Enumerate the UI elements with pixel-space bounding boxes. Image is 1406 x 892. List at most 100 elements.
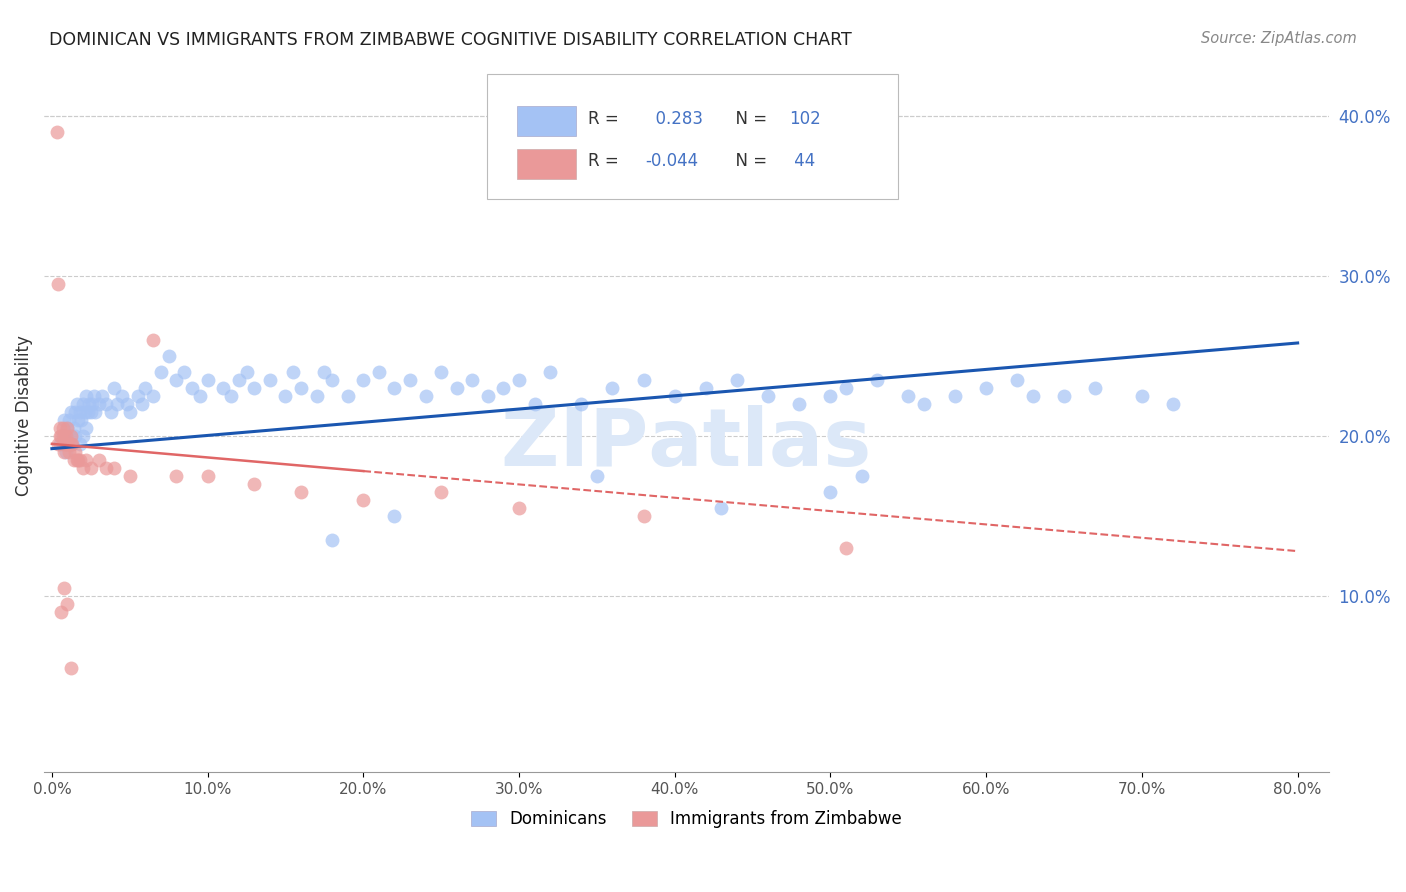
Y-axis label: Cognitive Disability: Cognitive Disability: [15, 335, 32, 496]
Point: [87, 397, 110, 411]
Point: [1161, 397, 1184, 411]
Point: [352, 492, 374, 507]
Point: [80, 405, 103, 419]
Point: [53, 429, 76, 443]
FancyBboxPatch shape: [488, 74, 898, 199]
Point: [197, 373, 219, 387]
Point: [45, 125, 67, 139]
Point: [212, 381, 235, 395]
Point: [508, 500, 530, 515]
Point: [492, 381, 515, 395]
Point: [80, 461, 103, 475]
Point: [111, 389, 134, 403]
Point: [87, 453, 110, 467]
Point: [53, 581, 76, 595]
Point: [633, 373, 655, 387]
Point: [59, 437, 82, 451]
Point: [142, 333, 165, 347]
Text: R =: R =: [588, 110, 623, 128]
Text: DOMINICAN VS IMMIGRANTS FROM ZIMBABWE COGNITIVE DISABILITY CORRELATION CHART: DOMINICAN VS IMMIGRANTS FROM ZIMBABWE CO…: [49, 31, 852, 49]
Point: [59, 405, 82, 419]
Point: [664, 389, 686, 403]
Point: [59, 429, 82, 443]
Point: [90, 389, 112, 403]
Point: [290, 381, 312, 395]
Point: [446, 381, 468, 395]
Point: [477, 389, 499, 403]
Text: 102: 102: [789, 110, 821, 128]
Point: [974, 381, 997, 395]
Point: [73, 405, 96, 419]
Point: [789, 397, 811, 411]
Point: [56, 437, 79, 451]
Point: [70, 413, 93, 427]
Point: [314, 365, 336, 379]
Point: [56, 597, 79, 611]
Point: [96, 397, 118, 411]
Point: [65, 445, 87, 459]
Point: [75, 389, 97, 403]
Point: [69, 405, 91, 419]
Point: [235, 365, 257, 379]
Point: [67, 453, 90, 467]
Point: [118, 468, 141, 483]
Point: [65, 405, 87, 419]
Point: [166, 373, 188, 387]
Point: [399, 373, 422, 387]
Point: [181, 381, 204, 395]
Point: [65, 429, 87, 443]
Point: [725, 373, 748, 387]
Point: [523, 397, 546, 411]
Point: [384, 508, 406, 523]
Point: [461, 373, 484, 387]
Point: [166, 468, 188, 483]
Point: [943, 389, 966, 403]
Point: [384, 381, 406, 395]
Point: [69, 453, 91, 467]
Point: [69, 437, 91, 451]
Point: [62, 421, 84, 435]
Point: [105, 397, 128, 411]
Point: [352, 373, 374, 387]
Text: 0.283: 0.283: [645, 110, 703, 128]
Point: [127, 389, 149, 403]
FancyBboxPatch shape: [517, 149, 576, 178]
Point: [367, 365, 389, 379]
Point: [48, 429, 70, 443]
Point: [76, 405, 98, 419]
Point: [59, 661, 82, 675]
Point: [96, 461, 118, 475]
Text: R =: R =: [588, 153, 623, 170]
Point: [134, 381, 156, 395]
Point: [103, 461, 125, 475]
Text: Source: ZipAtlas.com: Source: ZipAtlas.com: [1201, 31, 1357, 46]
Point: [118, 405, 141, 419]
Point: [56, 421, 79, 435]
Point: [259, 373, 281, 387]
Legend: Dominicans, Immigrants from Zimbabwe: Dominicans, Immigrants from Zimbabwe: [464, 804, 908, 835]
Point: [290, 484, 312, 499]
Point: [55, 445, 77, 459]
Point: [835, 541, 858, 555]
Point: [55, 429, 77, 443]
Point: [695, 381, 717, 395]
Point: [62, 453, 84, 467]
Point: [710, 500, 733, 515]
Point: [72, 397, 94, 411]
Point: [602, 381, 624, 395]
FancyBboxPatch shape: [517, 106, 576, 136]
Point: [897, 389, 920, 403]
Point: [1053, 389, 1076, 403]
Text: 44: 44: [789, 153, 815, 170]
Point: [1007, 373, 1029, 387]
Point: [173, 365, 195, 379]
Point: [55, 437, 77, 451]
Point: [66, 397, 89, 411]
Point: [912, 397, 935, 411]
Point: [51, 429, 73, 443]
Point: [56, 437, 79, 451]
Point: [100, 405, 122, 419]
Point: [866, 373, 889, 387]
Point: [75, 453, 97, 467]
Point: [103, 381, 125, 395]
